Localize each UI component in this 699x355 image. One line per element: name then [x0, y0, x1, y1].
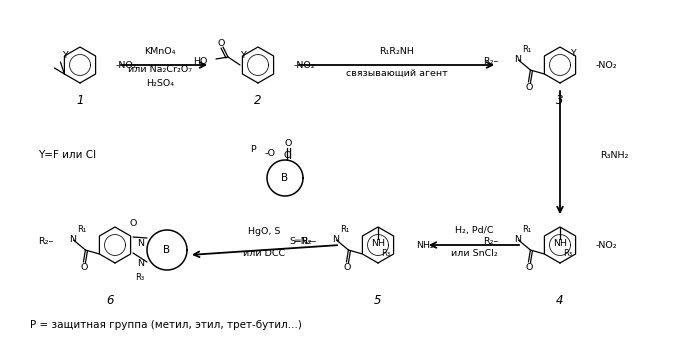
Text: -NO₂: -NO₂: [596, 240, 618, 250]
Text: H₂, Pd/C: H₂, Pd/C: [455, 226, 493, 235]
Text: 6: 6: [106, 295, 114, 307]
Text: Y=F или Cl: Y=F или Cl: [38, 150, 96, 160]
Text: S═N–: S═N–: [289, 237, 312, 246]
Text: 3: 3: [556, 94, 564, 108]
Text: 1: 1: [76, 94, 84, 108]
Text: R₂–: R₂–: [38, 237, 53, 246]
Text: R₁: R₁: [340, 225, 349, 235]
Text: NH₂: NH₂: [416, 240, 434, 250]
Text: HgO, S: HgO, S: [248, 226, 281, 235]
Text: R₂–: R₂–: [301, 237, 317, 246]
Text: R₃: R₃: [136, 273, 145, 282]
Text: H₂SO₄: H₂SO₄: [146, 78, 174, 87]
Text: -NO₂: -NO₂: [116, 60, 138, 70]
Text: 2: 2: [254, 94, 261, 108]
Text: KMnO₄: KMnO₄: [144, 47, 175, 55]
Text: NH: NH: [553, 239, 567, 247]
Text: N: N: [332, 235, 339, 245]
Text: C: C: [284, 152, 290, 160]
Text: HO: HO: [194, 56, 208, 66]
Text: R₁: R₁: [77, 225, 86, 235]
Text: Y: Y: [240, 51, 246, 60]
Text: N: N: [69, 235, 76, 245]
Text: R₃: R₃: [563, 248, 572, 257]
Text: или Na₂Cr₂O₇: или Na₂Cr₂O₇: [128, 66, 192, 75]
Text: P = защитная группа (метил, этил, трет-бутил...): P = защитная группа (метил, этил, трет-б…: [30, 320, 302, 330]
Text: Y: Y: [62, 51, 68, 60]
Text: O: O: [129, 218, 137, 228]
Text: R₁: R₁: [521, 225, 531, 235]
Text: O: O: [526, 83, 533, 93]
Text: R₁: R₁: [521, 45, 531, 55]
Text: R₁R₂NH: R₁R₂NH: [379, 47, 414, 55]
Text: -NO₂: -NO₂: [596, 60, 618, 70]
Text: R₂–: R₂–: [483, 58, 498, 66]
Text: или DCC: или DCC: [243, 248, 286, 257]
Text: O: O: [526, 263, 533, 273]
Text: -O: -O: [264, 149, 275, 158]
Text: связывающий агент: связывающий агент: [345, 69, 447, 77]
Text: N: N: [138, 258, 145, 268]
Text: Y: Y: [570, 49, 576, 58]
Text: -NO₂: -NO₂: [294, 60, 316, 70]
Text: N: N: [514, 55, 521, 65]
Text: 4: 4: [556, 295, 564, 307]
Text: N: N: [514, 235, 521, 245]
Text: NH: NH: [371, 239, 385, 247]
Text: P: P: [250, 146, 256, 154]
Text: O: O: [80, 263, 88, 273]
Text: R₂–: R₂–: [483, 237, 498, 246]
Text: R₃NH₂: R₃NH₂: [600, 151, 628, 159]
Text: O: O: [217, 38, 224, 48]
Text: 5: 5: [374, 295, 382, 307]
Text: или SnCl₂: или SnCl₂: [451, 248, 498, 257]
Text: R₃: R₃: [382, 248, 391, 257]
Text: N: N: [138, 239, 145, 247]
Text: O: O: [344, 263, 351, 273]
Text: O: O: [284, 140, 291, 148]
Text: B: B: [164, 245, 171, 255]
Text: B: B: [282, 173, 289, 183]
